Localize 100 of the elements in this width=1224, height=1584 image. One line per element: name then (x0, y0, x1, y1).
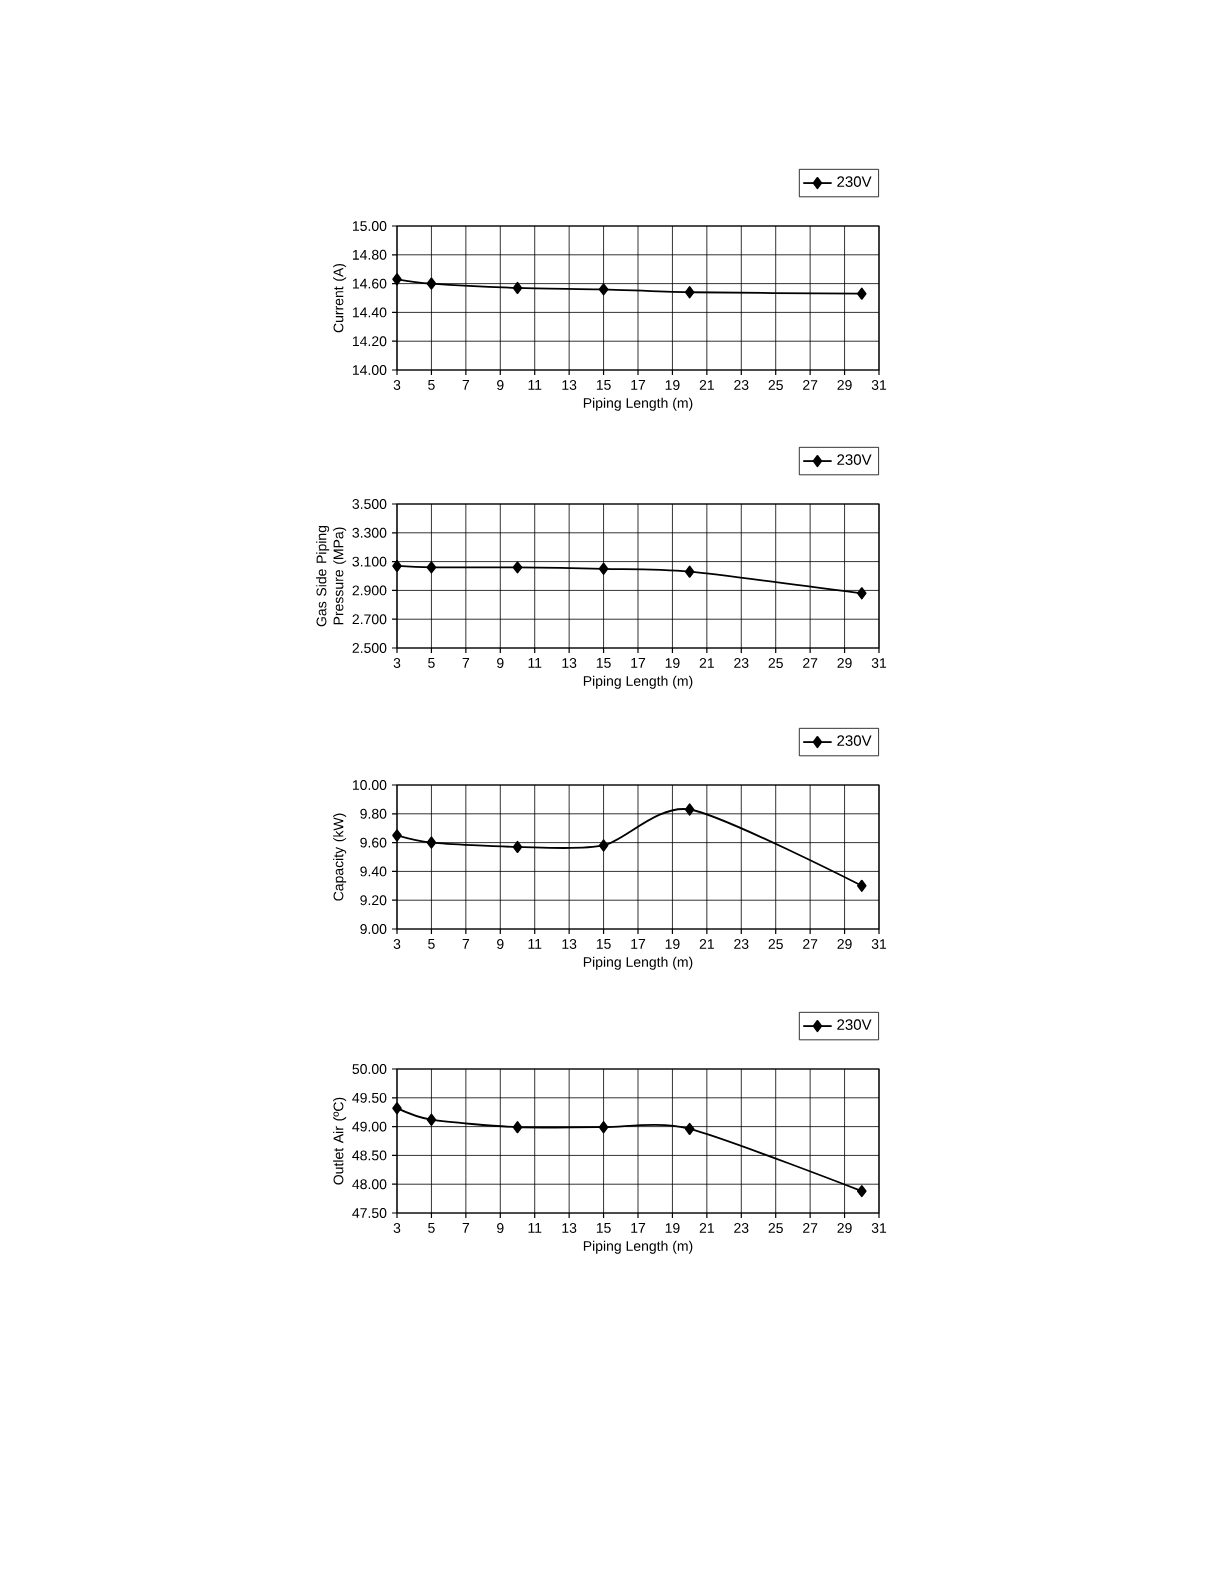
legend-label: 230V (837, 735, 872, 746)
x-tick-label: 5 (428, 380, 435, 390)
x-tick-label: 31 (871, 1223, 887, 1233)
x-tick-label: 31 (871, 658, 887, 668)
point (856, 1185, 867, 1198)
y-tick-label: 9.00 (360, 924, 387, 934)
point (684, 565, 695, 578)
x-tick-label: 7 (462, 1223, 470, 1233)
point (512, 1121, 523, 1134)
x-tick-label: 9 (497, 1223, 504, 1233)
y-tick-label: 2.700 (352, 614, 387, 625)
x-tick-label: 25 (768, 380, 783, 390)
point (598, 1121, 609, 1134)
x-tick-label: 13 (562, 939, 577, 949)
point (392, 1102, 402, 1115)
x-tick-label: 23 (734, 658, 749, 668)
x-tick-label: 11 (528, 658, 542, 668)
y-tick-label: 3.500 (352, 499, 387, 509)
x-tick-label: 15 (596, 658, 611, 668)
x-tick-label: 17 (631, 380, 646, 390)
y-tick-label: 14.00 (352, 365, 387, 375)
x-tick-label: 21 (699, 658, 714, 668)
point (392, 559, 402, 573)
point (684, 286, 695, 299)
x-axis-title: Piping Length (m) (583, 397, 693, 411)
legend-label: 230V (837, 454, 872, 465)
y-tick-label: 2.500 (352, 643, 387, 653)
point (684, 1122, 695, 1136)
x-tick-label: 23 (734, 380, 749, 390)
point (856, 587, 867, 600)
point (512, 561, 523, 574)
x-tick-label: 5 (428, 1223, 435, 1233)
y-tick-label: 15.00 (352, 221, 387, 231)
x-axis-title: Piping Length (m) (583, 675, 693, 689)
x-tick-label: 27 (803, 1223, 818, 1233)
y-tick-label: 3.100 (352, 556, 387, 567)
x-tick-label: 3 (393, 658, 401, 668)
x-tick-label: 19 (665, 939, 680, 949)
x-tick-label: 13 (562, 658, 577, 668)
y-axis-title: Current (A) (333, 263, 347, 333)
legend-label: 230V (837, 176, 872, 187)
y-tick-label: 50.00 (352, 1064, 387, 1074)
point (598, 839, 609, 852)
point (426, 1113, 437, 1126)
x-tick-label: 11 (528, 1223, 542, 1233)
x-tick-label: 17 (631, 939, 646, 949)
x-tick-label: 29 (837, 380, 852, 390)
x-axis-title: Piping Length (m) (583, 1240, 693, 1254)
point (512, 840, 523, 854)
x-tick-label: 27 (803, 380, 818, 390)
y-axis-title: Capacity (kW) (333, 813, 347, 901)
x-tick-label: 5 (428, 658, 435, 668)
y-tick-label: 9.20 (360, 895, 387, 906)
x-tick-label: 27 (803, 939, 818, 949)
x-tick-label: 17 (631, 658, 646, 668)
y-axis-title: Gas Side Piping Pressure (MPa) (316, 525, 347, 627)
point (856, 287, 867, 300)
point (426, 561, 437, 574)
x-tick-label: 21 (699, 939, 714, 949)
point (512, 281, 523, 295)
point (856, 879, 867, 892)
x-tick-label: 13 (562, 1223, 577, 1233)
x-tick-label: 29 (837, 1223, 852, 1233)
x-tick-label: 31 (871, 380, 887, 390)
y-tick-label: 9.60 (360, 837, 387, 848)
x-tick-label: 21 (699, 380, 714, 390)
x-tick-label: 7 (462, 380, 470, 390)
y-tick-label: 14.40 (352, 307, 387, 318)
y-tick-label: 14.80 (352, 249, 387, 260)
x-tick-label: 11 (528, 380, 542, 390)
x-tick-label: 25 (768, 939, 783, 949)
x-tick-label: 3 (393, 939, 401, 949)
x-tick-label: 15 (596, 1223, 611, 1233)
y-tick-label: 14.20 (352, 336, 387, 347)
point (392, 273, 402, 286)
x-tick-label: 29 (837, 658, 852, 668)
y-tick-label: 2.900 (352, 585, 387, 596)
x-tick-label: 9 (497, 658, 504, 668)
x-tick-label: 7 (462, 658, 470, 668)
y-tick-label: 48.50 (352, 1150, 387, 1161)
x-tick-label: 27 (803, 658, 818, 668)
y-tick-label: 3.300 (352, 527, 387, 538)
x-tick-label: 11 (528, 939, 542, 949)
y-tick-label: 14.60 (352, 278, 387, 289)
y-tick-label: 9.80 (360, 808, 387, 819)
x-tick-label: 31 (871, 939, 887, 949)
x-tick-label: 21 (699, 1223, 714, 1233)
x-tick-label: 25 (768, 1223, 783, 1233)
point (598, 562, 609, 575)
x-tick-label: 23 (734, 1223, 749, 1233)
x-tick-label: 15 (596, 380, 611, 390)
point (598, 283, 609, 296)
x-axis-title: Piping Length (m) (583, 956, 693, 970)
y-tick-label: 49.50 (352, 1092, 387, 1103)
x-tick-label: 19 (665, 1223, 680, 1233)
x-tick-label: 3 (393, 1223, 401, 1233)
y-tick-label: 9.40 (360, 866, 387, 877)
x-tick-label: 17 (631, 1223, 646, 1233)
x-tick-label: 9 (497, 380, 504, 390)
x-tick-label: 19 (665, 380, 680, 390)
